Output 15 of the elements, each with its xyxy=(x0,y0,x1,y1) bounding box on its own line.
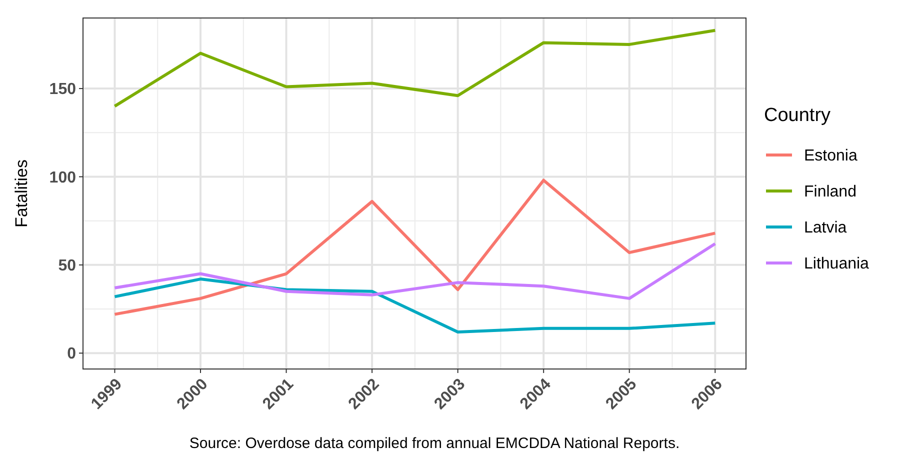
source-note: Source: Overdose data compiled from annual EMCDDA National Reports. xyxy=(189,435,680,452)
legend-title: Country xyxy=(764,105,832,126)
y-tick-label: 150 xyxy=(49,81,76,98)
y-tick-label: 50 xyxy=(58,258,76,275)
line-series xyxy=(113,242,717,300)
y-tick-label: 100 xyxy=(49,169,76,186)
line-series xyxy=(113,278,717,334)
line-series xyxy=(113,178,717,316)
line-series xyxy=(113,28,717,108)
legend-label: Latvia xyxy=(804,220,847,237)
y-tick-label: 0 xyxy=(67,346,76,363)
legend-label: Finland xyxy=(804,184,856,201)
legend-label: Estonia xyxy=(804,148,858,165)
y-axis-title: Fatalities xyxy=(12,159,31,228)
legend-label: Lithuania xyxy=(804,256,870,273)
